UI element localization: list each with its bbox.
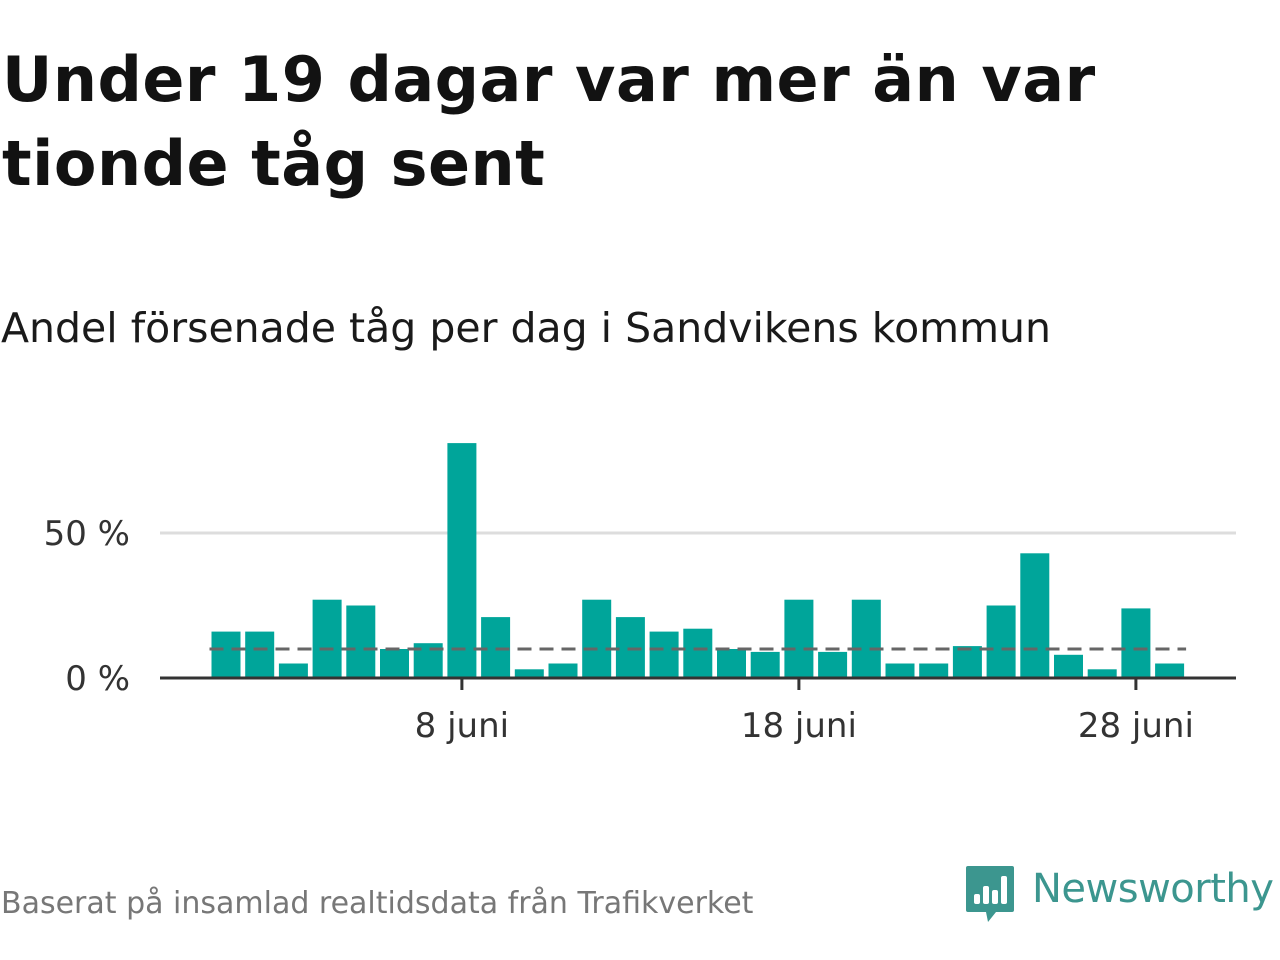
bar (447, 443, 477, 678)
bar (582, 599, 612, 678)
bar (278, 663, 308, 678)
bar (245, 631, 275, 678)
bar (1054, 654, 1083, 678)
bar-chart: 0 % 50 % 8 juni 18 juni 28 juni (44, 443, 1236, 746)
chart-title: Under 19 dagar var mer än var tionde tåg… (2, 43, 1096, 200)
bar (1020, 553, 1050, 678)
bar (548, 663, 578, 678)
bar (885, 663, 915, 678)
bar (683, 628, 713, 678)
bar (1121, 608, 1151, 678)
x-tick-label: 8 juni (415, 706, 509, 746)
y-tick-label: 50 % (44, 514, 130, 554)
brand[interactable]: Newsworthy (964, 864, 1276, 928)
bars (211, 443, 1185, 678)
bar (717, 649, 746, 678)
bar (952, 646, 982, 678)
x-tick-label: 18 juni (741, 706, 857, 746)
bar (346, 605, 376, 678)
bar (514, 669, 544, 678)
y-tick-label: 0 % (65, 659, 130, 699)
bar (1087, 669, 1117, 678)
chart-subtitle: Andel försenade tåg per dag i Sandvikens… (1, 304, 1052, 352)
bar (986, 605, 1016, 678)
bar (211, 631, 241, 678)
bar (1155, 663, 1185, 678)
bar (784, 599, 814, 678)
bar (851, 599, 881, 678)
bar (649, 631, 679, 678)
source-note: Baserat på insamlad realtidsdata från Tr… (1, 886, 754, 921)
bar (380, 649, 409, 678)
bar (818, 651, 848, 678)
x-tick-label: 28 juni (1078, 706, 1194, 746)
newsworthy-logo-icon (966, 866, 1014, 922)
bar (919, 663, 949, 678)
axes: 0 % 50 % 8 juni 18 juni 28 juni (44, 514, 1236, 746)
bar (750, 651, 780, 678)
bar (312, 599, 342, 678)
brand-name: Newsworthy (1032, 866, 1274, 912)
